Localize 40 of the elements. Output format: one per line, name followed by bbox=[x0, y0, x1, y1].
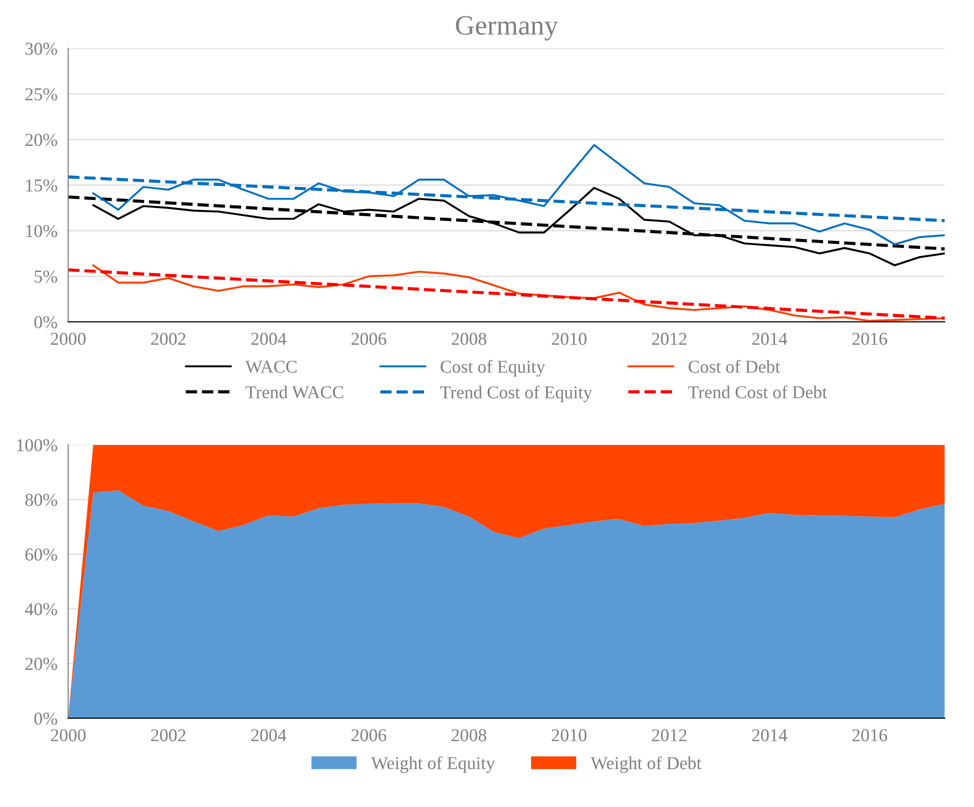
y-tick-label: 0% bbox=[34, 316, 58, 328]
x-tick-label: 2002 bbox=[151, 729, 186, 742]
y-tick-label: 25% bbox=[25, 88, 58, 100]
x-tick-label: 2012 bbox=[652, 332, 686, 345]
chart-title: Germany bbox=[456, 16, 558, 41]
x-tick-label: 2010 bbox=[552, 332, 586, 345]
x-tick-label: 2000 bbox=[50, 729, 86, 742]
legend-label: Weight of Debt bbox=[590, 756, 702, 773]
x-tick-label: 2014 bbox=[752, 729, 788, 742]
x-tick-label: 2004 bbox=[251, 729, 286, 742]
legend-label: Cost of Debt bbox=[688, 360, 780, 373]
y-tick-label: 5% bbox=[34, 270, 58, 283]
x-tick-label: 2014 bbox=[752, 332, 788, 345]
x-tick-label: 2004 bbox=[251, 332, 286, 345]
legend-label: Trend Cost of Debt bbox=[688, 385, 828, 398]
y-tick-label: 60% bbox=[25, 548, 58, 561]
y-tick-label: 15% bbox=[26, 179, 58, 192]
legend-label: Cost of Equity bbox=[440, 360, 546, 377]
legend-label: Trend WACC bbox=[246, 386, 344, 398]
y-tick-label: 40% bbox=[25, 603, 58, 616]
x-tick-label: 2002 bbox=[151, 332, 186, 345]
y-tick-label: 30% bbox=[26, 42, 58, 55]
y-tick-label: 0% bbox=[34, 712, 58, 725]
x-tick-label: 2016 bbox=[852, 729, 888, 742]
x-tick-label: 2008 bbox=[452, 729, 486, 742]
legend-label: Trend Cost of Equity bbox=[440, 386, 592, 402]
x-tick-label: 2016 bbox=[852, 332, 888, 345]
y-tick-label: 80% bbox=[25, 494, 58, 506]
x-tick-label: 2006 bbox=[351, 729, 386, 742]
x-tick-label: 2012 bbox=[652, 729, 686, 742]
x-tick-label: 2000 bbox=[50, 332, 86, 345]
x-tick-label: 2006 bbox=[351, 332, 386, 345]
y-tick-label: 20% bbox=[25, 658, 58, 670]
y-tick-label: 20% bbox=[25, 134, 58, 146]
x-tick-label: 2008 bbox=[452, 332, 486, 345]
legend-label: Weight of Equity bbox=[371, 756, 495, 773]
legend-label: WACC bbox=[245, 360, 297, 373]
y-tick-label: 10% bbox=[26, 224, 58, 238]
x-tick-label: 2010 bbox=[552, 729, 586, 742]
y-tick-label: 100% bbox=[17, 439, 58, 452]
